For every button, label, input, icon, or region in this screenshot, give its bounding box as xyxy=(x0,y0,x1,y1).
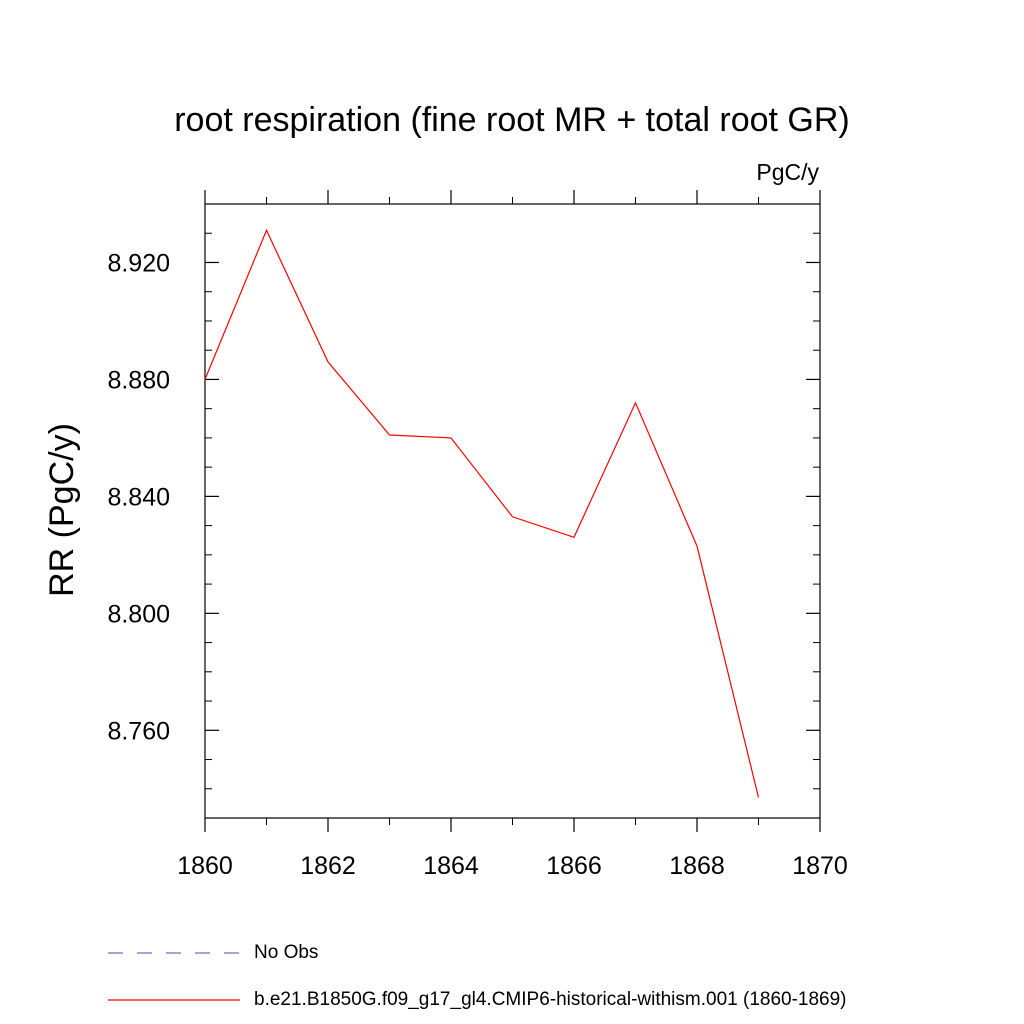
y-tick-label: 8.840 xyxy=(107,483,170,511)
x-tick-label: 1864 xyxy=(423,852,479,880)
legend-entry-no-obs: No Obs xyxy=(254,942,319,963)
x-tick-label: 1862 xyxy=(300,852,356,880)
chart-title: root respiration (fine root MR + total r… xyxy=(174,101,850,139)
y-tick-label: 8.800 xyxy=(107,600,170,628)
x-tick-label: 1860 xyxy=(177,852,233,880)
y-tick-label: 8.880 xyxy=(107,366,170,394)
x-tick-label: 1868 xyxy=(669,852,725,880)
legend-entry-model-run: b.e21.B1850G.f09_g17_gl4.CMIP6-historica… xyxy=(254,989,847,1010)
tick-labels: 1860 1862 1864 1866 1868 1870 8.760 8.800 8.840 8… xyxy=(107,249,847,880)
units-label: PgC/y xyxy=(756,159,819,185)
x-tick-label: 1870 xyxy=(792,852,848,880)
series-group xyxy=(204,228,760,798)
series-line xyxy=(204,228,760,798)
legend-lines xyxy=(108,952,240,1001)
y-tick-label: 8.760 xyxy=(107,717,170,745)
x-tick-label: 1866 xyxy=(546,852,602,880)
axis-ticks xyxy=(204,190,821,832)
y-tick-label: 8.920 xyxy=(107,249,170,277)
